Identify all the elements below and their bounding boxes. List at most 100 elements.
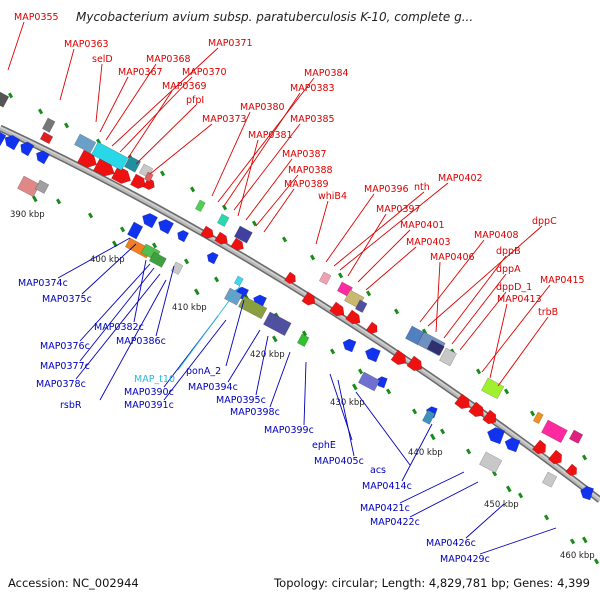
reverse-gene-arrow[interactable] <box>175 228 190 243</box>
forward-gene-label[interactable]: dppC <box>532 216 557 227</box>
forward-gene-label[interactable]: MAP0413 <box>497 294 542 305</box>
forward-gene-arrow[interactable] <box>547 449 565 467</box>
forward-gene-label[interactable]: MAP0363 <box>64 39 109 50</box>
forward-gene-arrow[interactable] <box>565 463 580 478</box>
gene-block[interactable] <box>318 271 332 285</box>
forward-gene-arrow[interactable] <box>531 439 549 457</box>
gene-block[interactable] <box>439 347 457 367</box>
gene-block[interactable] <box>296 333 310 347</box>
forward-gene-label[interactable]: MAP0385 <box>290 114 335 125</box>
gene-block[interactable] <box>34 179 50 194</box>
gene-block[interactable] <box>541 419 568 444</box>
forward-gene-label[interactable]: MAP0415 <box>540 275 585 286</box>
gene-block[interactable] <box>148 251 167 268</box>
forward-gene-arrow[interactable] <box>345 309 364 327</box>
forward-gene-arrow[interactable] <box>142 177 157 192</box>
forward-gene-label[interactable]: MAP0370 <box>182 67 227 78</box>
gene-block[interactable] <box>74 133 97 154</box>
reverse-gene-label[interactable]: MAP0399c <box>264 425 314 436</box>
reverse-gene-arrow[interactable] <box>579 485 595 501</box>
forward-gene-label[interactable]: MAP0380 <box>240 102 285 113</box>
gene-block[interactable] <box>358 371 381 392</box>
forward-gene-arrow[interactable] <box>406 355 425 374</box>
forward-gene-label[interactable]: MAP0408 <box>474 230 519 241</box>
gene-block[interactable] <box>42 117 56 133</box>
forward-gene-arrow[interactable] <box>301 291 318 308</box>
gene-block[interactable] <box>0 91 10 108</box>
forward-gene-arrow[interactable] <box>329 301 348 319</box>
reverse-gene-label[interactable]: MAP0374c <box>18 278 68 289</box>
forward-gene-arrow[interactable] <box>468 401 487 420</box>
reverse-gene-label[interactable]: MAP0376c <box>40 341 90 352</box>
gene-block[interactable] <box>127 221 144 240</box>
gene-block[interactable] <box>426 339 445 356</box>
gene-block[interactable] <box>568 429 584 444</box>
reverse-gene-label[interactable]: ponA_2 <box>186 366 221 377</box>
reverse-gene-label[interactable]: MAP0382c <box>94 322 144 333</box>
forward-gene-label[interactable]: whiB4 <box>318 191 347 202</box>
reverse-gene-label[interactable]: MAP0394c <box>188 382 238 393</box>
gene-block[interactable] <box>481 377 505 400</box>
forward-gene-arrow[interactable] <box>482 409 500 427</box>
gene-block[interactable] <box>422 409 436 425</box>
reverse-gene-arrow[interactable] <box>375 375 388 389</box>
forward-gene-label[interactable]: MAP0389 <box>284 179 329 190</box>
reverse-gene-label[interactable]: MAP0390c <box>124 387 174 398</box>
gene-block[interactable] <box>233 275 244 287</box>
forward-gene-arrow[interactable] <box>230 237 246 253</box>
forward-gene-arrow[interactable] <box>390 349 409 368</box>
forward-gene-arrow[interactable] <box>200 225 216 241</box>
reverse-gene-arrow[interactable] <box>503 436 521 453</box>
forward-gene-label[interactable]: MAP0402 <box>438 173 483 184</box>
forward-gene-label[interactable]: MAP0384 <box>304 68 349 79</box>
forward-gene-label[interactable]: trbB <box>538 307 558 318</box>
reverse-gene-arrow[interactable] <box>34 148 50 165</box>
forward-gene-label[interactable]: MAP0387 <box>282 149 327 160</box>
reverse-gene-arrow[interactable] <box>363 346 381 363</box>
reverse-gene-label[interactable]: MAP0377c <box>40 361 90 372</box>
gene-block[interactable] <box>91 141 129 171</box>
gene-block[interactable] <box>532 411 544 424</box>
forward-gene-arrow[interactable] <box>130 173 148 191</box>
gene-block[interactable] <box>216 213 230 227</box>
reverse-gene-arrow[interactable] <box>485 425 506 445</box>
reverse-gene-label[interactable]: MAP0422c <box>370 517 420 528</box>
gene-block[interactable] <box>124 155 141 173</box>
forward-gene-label[interactable]: selD <box>92 54 113 65</box>
forward-gene-label[interactable]: MAP0368 <box>146 54 191 65</box>
reverse-gene-label[interactable]: MAP0421c <box>360 503 410 514</box>
reverse-gene-label[interactable]: rsbR <box>60 400 82 411</box>
gene-block[interactable] <box>354 299 368 313</box>
forward-gene-label[interactable]: MAP0396 <box>364 184 409 195</box>
forward-gene-arrow[interactable] <box>454 393 473 412</box>
reverse-gene-label[interactable]: MAP0405c <box>314 456 364 467</box>
forward-gene-arrow[interactable] <box>111 165 133 187</box>
reverse-gene-label[interactable]: MAP0386c <box>116 336 166 347</box>
reverse-gene-label[interactable]: MAP0375c <box>42 294 92 305</box>
reverse-gene-arrow[interactable] <box>205 251 219 265</box>
gene-block[interactable] <box>542 471 558 488</box>
forward-gene-label[interactable]: pfpI <box>186 95 204 106</box>
forward-gene-label[interactable]: MAP0367 <box>118 67 163 78</box>
gene-block[interactable] <box>17 175 41 198</box>
forward-gene-label[interactable]: MAP0401 <box>400 220 445 231</box>
reverse-gene-label[interactable]: MAP0398c <box>230 407 280 418</box>
forward-gene-label[interactable]: MAP0383 <box>290 83 335 94</box>
forward-gene-arrow[interactable] <box>365 321 380 336</box>
reverse-gene-label[interactable]: MAP0378c <box>36 379 86 390</box>
reverse-gene-arrow[interactable] <box>2 133 21 151</box>
forward-gene-label[interactable]: MAP0388 <box>288 165 333 176</box>
forward-gene-label[interactable]: MAP0371 <box>208 38 253 49</box>
reverse-gene-arrow[interactable] <box>0 129 7 147</box>
reverse-gene-label[interactable]: MAP0395c <box>216 395 266 406</box>
forward-gene-label[interactable]: MAP0406 <box>430 252 475 263</box>
forward-gene-label[interactable]: MAP0381 <box>248 130 293 141</box>
forward-gene-label[interactable]: MAP0355 <box>14 12 59 23</box>
forward-gene-label[interactable]: MAP0397 <box>376 204 421 215</box>
reverse-gene-label[interactable]: MAP0414c <box>362 481 412 492</box>
gene-block[interactable] <box>194 199 206 212</box>
forward-gene-label[interactable]: nth <box>414 182 430 193</box>
reverse-gene-arrow[interactable] <box>18 140 35 157</box>
forward-gene-label[interactable]: dppB <box>496 246 521 257</box>
